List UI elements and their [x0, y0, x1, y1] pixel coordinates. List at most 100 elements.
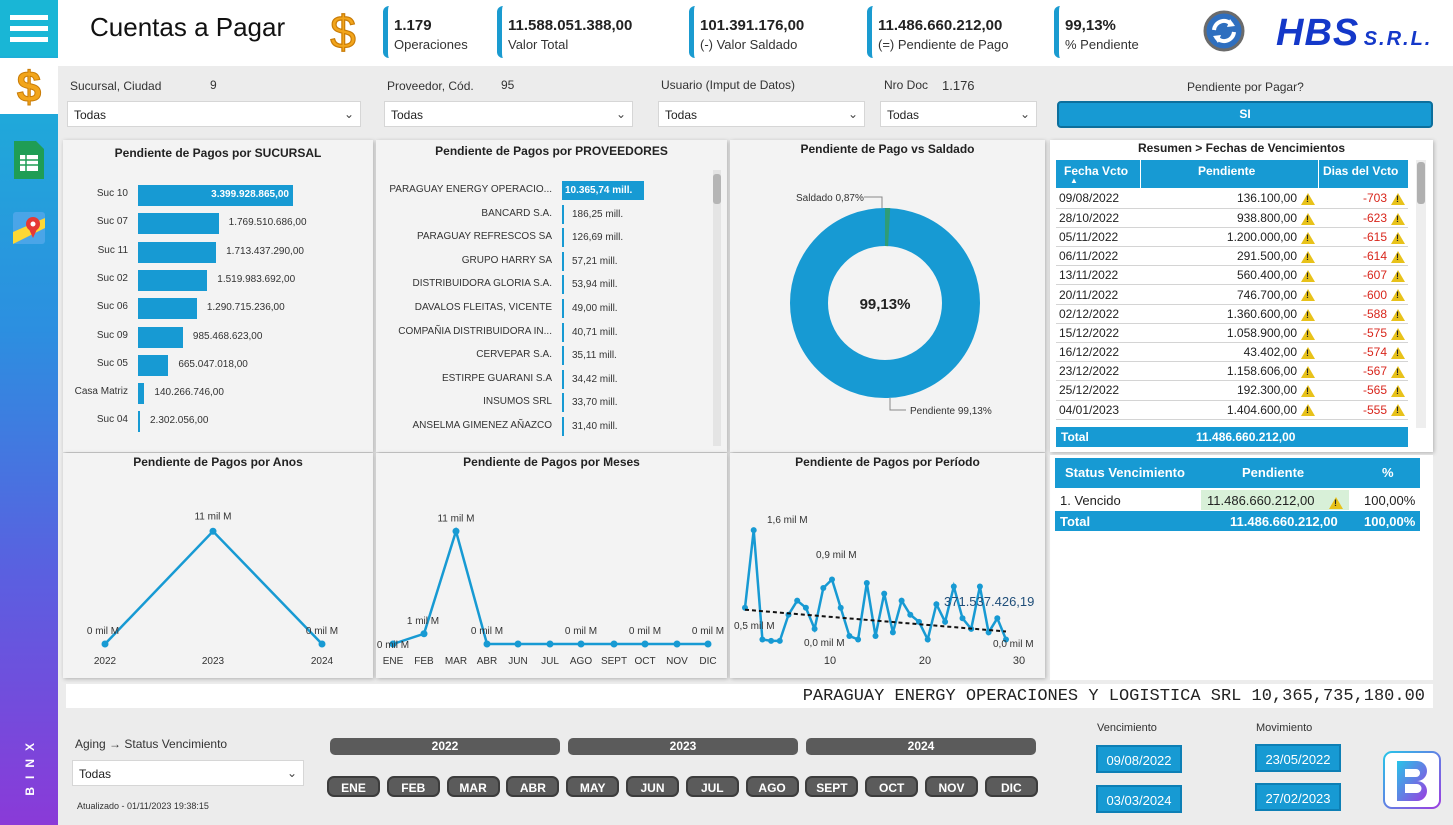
menu-button[interactable] — [0, 0, 58, 56]
data-point[interactable] — [673, 640, 681, 648]
data-point[interactable] — [577, 640, 585, 648]
table-row[interactable]: 02/12/2022 1.360.600,00 -588 — [1056, 304, 1408, 324]
bar[interactable] — [138, 326, 183, 348]
data-point[interactable] — [933, 601, 940, 608]
data-point[interactable] — [750, 527, 757, 534]
data-point[interactable] — [546, 640, 554, 648]
month-button-jul[interactable]: JUL — [685, 776, 739, 797]
table-row[interactable]: 23/12/2022 1.158.606,00 -567 — [1056, 361, 1408, 382]
bar[interactable] — [138, 354, 169, 376]
year-button-2023[interactable]: 2023 — [568, 738, 798, 755]
data-point[interactable] — [704, 640, 712, 648]
col-header-fecha[interactable]: Fecha Vcto — [1064, 164, 1129, 178]
data-point[interactable] — [820, 584, 827, 591]
data-point[interactable] — [855, 636, 862, 643]
month-button-ago[interactable]: AGO — [745, 776, 799, 797]
data-point[interactable] — [420, 630, 428, 638]
bar[interactable] — [562, 181, 644, 200]
data-point[interactable] — [610, 640, 618, 648]
data-point[interactable] — [881, 590, 888, 597]
movimiento-from-date[interactable]: 23/05/2022 — [1255, 744, 1341, 772]
table-row[interactable]: 16/12/2022 43.402,00 -574 — [1056, 342, 1408, 363]
movimiento-to-date[interactable]: 27/02/2023 — [1255, 783, 1341, 811]
col-header-status[interactable]: Status Vencimiento — [1065, 465, 1185, 480]
data-point[interactable] — [811, 625, 818, 632]
bar[interactable] — [562, 204, 564, 224]
bar[interactable] — [562, 322, 564, 342]
data-point[interactable] — [483, 640, 491, 648]
month-button-sept[interactable]: SEPT — [805, 776, 859, 797]
bar[interactable] — [562, 228, 564, 248]
bar[interactable] — [562, 417, 564, 436]
bar[interactable] — [562, 393, 564, 413]
bar[interactable] — [562, 346, 564, 366]
aging-select[interactable]: Todas ⌄ — [72, 760, 304, 786]
usuario-select[interactable]: Todas ⌄ — [658, 101, 865, 127]
data-point[interactable] — [863, 580, 870, 587]
data-point[interactable] — [907, 611, 914, 618]
data-point[interactable] — [776, 637, 783, 644]
col-header-pendiente[interactable]: Pendiente — [1242, 465, 1305, 480]
data-point[interactable] — [101, 640, 109, 648]
bar[interactable] — [562, 369, 564, 389]
data-point[interactable] — [318, 640, 326, 648]
data-point[interactable] — [916, 618, 922, 625]
bar[interactable] — [562, 275, 564, 295]
bar[interactable] — [138, 298, 197, 320]
data-point[interactable] — [950, 583, 957, 590]
bar[interactable] — [138, 185, 293, 206]
month-button-abr[interactable]: ABR — [506, 776, 560, 797]
month-button-mar[interactable]: MAR — [446, 776, 500, 797]
data-point[interactable] — [1003, 636, 1009, 643]
sucursal-select[interactable]: Todas ⌄ — [67, 101, 361, 127]
data-point[interactable] — [994, 615, 1001, 622]
data-point[interactable] — [759, 636, 766, 643]
data-point[interactable] — [514, 640, 522, 648]
scrollbar-thumb[interactable] — [1417, 162, 1425, 204]
table-row[interactable]: 13/11/2022 560.400,00 -607 — [1056, 265, 1408, 286]
data-point[interactable] — [209, 527, 217, 535]
month-button-feb[interactable]: FEB — [386, 776, 440, 797]
bar[interactable] — [138, 241, 217, 263]
map-nav-button[interactable] — [0, 200, 58, 256]
year-button-2024[interactable]: 2024 — [806, 738, 1036, 755]
data-point[interactable] — [452, 527, 460, 535]
data-point[interactable] — [846, 632, 853, 639]
month-button-nov[interactable]: NOV — [925, 776, 978, 797]
table-row[interactable]: 09/08/2022 136.100,00 -703 — [1056, 189, 1408, 209]
col-header-pendiente[interactable]: Pendiente — [1198, 164, 1256, 178]
data-point[interactable] — [898, 597, 905, 604]
vencimiento-to-date[interactable]: 03/03/2024 — [1096, 785, 1182, 813]
bar[interactable] — [562, 251, 564, 271]
scrollbar[interactable] — [713, 170, 721, 446]
table-row[interactable]: 15/12/2022 1.058.900,00 -575 — [1056, 323, 1408, 344]
scrollbar[interactable] — [1416, 160, 1426, 428]
data-point[interactable] — [976, 583, 983, 590]
table-row[interactable]: 20/11/2022 746.700,00 -600 — [1056, 284, 1408, 305]
data-point[interactable] — [872, 632, 879, 639]
month-button-oct[interactable]: OCT — [865, 776, 919, 797]
col-header-pct[interactable]: % — [1382, 465, 1394, 480]
sheets-nav-button[interactable] — [0, 132, 58, 188]
payables-nav-button[interactable]: $ — [0, 58, 58, 114]
month-button-may[interactable]: MAY — [566, 776, 620, 797]
data-point[interactable] — [641, 640, 649, 648]
month-button-jun[interactable]: JUN — [626, 776, 679, 797]
bar[interactable] — [138, 269, 208, 291]
year-button-2022[interactable]: 2022 — [330, 738, 560, 755]
nrodoc-select[interactable]: Todas ⌄ — [880, 101, 1037, 127]
vencimiento-from-date[interactable]: 09/08/2022 — [1096, 745, 1182, 773]
bar[interactable] — [138, 411, 140, 433]
table-row[interactable]: 05/11/2022 1.200.000,00 -615 — [1056, 227, 1408, 248]
data-point[interactable] — [889, 629, 896, 636]
table-row[interactable]: 25/12/2022 192.300,00 -565 — [1056, 380, 1408, 401]
month-button-dic[interactable]: DIC — [984, 776, 1038, 797]
bar[interactable] — [138, 213, 219, 235]
data-point[interactable] — [837, 604, 844, 611]
refresh-icon[interactable] — [1203, 10, 1245, 52]
data-point[interactable] — [942, 618, 949, 625]
scrollbar-thumb[interactable] — [713, 174, 721, 204]
data-point[interactable] — [802, 604, 809, 611]
table-row[interactable]: 28/10/2022 938.800,00 -623 — [1056, 208, 1408, 228]
table-row[interactable]: 04/01/2023 1.404.600,00 -555 — [1056, 400, 1408, 420]
